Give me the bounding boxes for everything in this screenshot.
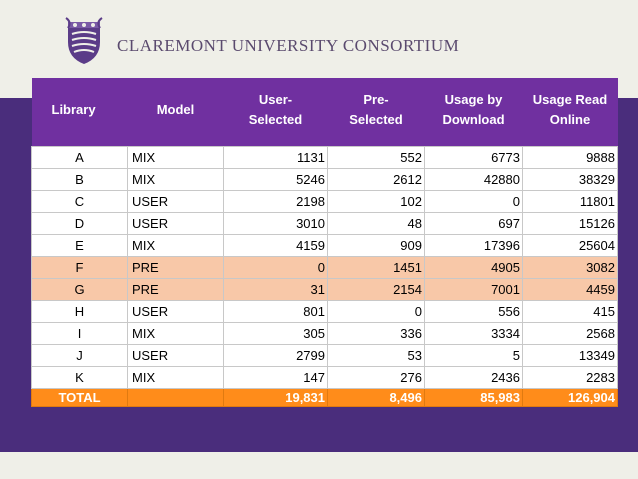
total-user-selected: 19,831 xyxy=(223,388,328,407)
cell-usage-online: 38329 xyxy=(522,168,618,191)
cell-library: D xyxy=(31,212,128,235)
cell-pre-selected: 276 xyxy=(327,366,425,389)
cell-model: USER xyxy=(127,300,224,323)
cell-library: J xyxy=(31,344,128,367)
cell-user-selected: 0 xyxy=(223,256,328,279)
total-pre-selected: 8,496 xyxy=(327,388,425,407)
cell-usage-online: 11801 xyxy=(522,190,618,213)
cell-library: H xyxy=(31,300,128,323)
cell-library: B xyxy=(31,168,128,191)
cell-pre-selected: 0 xyxy=(327,300,425,323)
total-usage-online: 126,904 xyxy=(522,388,618,407)
cell-pre-selected: 552 xyxy=(327,146,425,169)
usage-table-container: Library Model User- Selected Pre- Selected… xyxy=(31,78,618,407)
cell-model: MIX xyxy=(127,234,224,257)
cell-usage-download: 697 xyxy=(424,212,523,235)
total-model xyxy=(127,388,224,407)
table-row: J USER 2799 53 5 13349 xyxy=(31,344,618,367)
cell-usage-online: 13349 xyxy=(522,344,618,367)
cell-usage-download: 42880 xyxy=(424,168,523,191)
usage-table: Library Model User- Selected Pre- Selected… xyxy=(31,78,618,407)
cell-usage-download: 17396 xyxy=(424,234,523,257)
cell-pre-selected: 909 xyxy=(327,234,425,257)
cell-user-selected: 147 xyxy=(223,366,328,389)
header-model: Model xyxy=(127,78,224,142)
cell-user-selected: 31 xyxy=(223,278,328,301)
cell-pre-selected: 2154 xyxy=(327,278,425,301)
org-name: CLAREMONT UNIVERSITY CONSORTIUM xyxy=(117,36,460,55)
cell-usage-download: 2436 xyxy=(424,366,523,389)
header-pre-selected: Pre- Selected xyxy=(327,78,425,142)
cell-library: A xyxy=(31,146,128,169)
cell-pre-selected: 48 xyxy=(327,212,425,235)
cell-usage-download: 0 xyxy=(424,190,523,213)
header-usage-download: Usage by Download xyxy=(424,78,523,142)
table-row: F PRE 0 1451 4905 3082 xyxy=(31,256,618,279)
cell-user-selected: 1131 xyxy=(223,146,328,169)
cell-model: USER xyxy=(127,190,224,213)
consortium-shield-logo xyxy=(65,17,103,64)
cell-usage-online: 2568 xyxy=(522,322,618,345)
cell-usage-download: 5 xyxy=(424,344,523,367)
cell-user-selected: 2799 xyxy=(223,344,328,367)
cell-pre-selected: 1451 xyxy=(327,256,425,279)
table-row: B MIX 5246 2612 42880 38329 xyxy=(31,168,618,191)
header-user-selected: User- Selected xyxy=(223,78,328,142)
cell-usage-online: 3082 xyxy=(522,256,618,279)
cell-model: MIX xyxy=(127,366,224,389)
table-row: I MIX 305 336 3334 2568 xyxy=(31,322,618,345)
cell-user-selected: 5246 xyxy=(223,168,328,191)
cell-pre-selected: 2612 xyxy=(327,168,425,191)
cell-library: E xyxy=(31,234,128,257)
cell-model: MIX xyxy=(127,168,224,191)
cell-usage-download: 556 xyxy=(424,300,523,323)
table-row: D USER 3010 48 697 15126 xyxy=(31,212,618,235)
cell-usage-download: 6773 xyxy=(424,146,523,169)
cell-library: F xyxy=(31,256,128,279)
cell-model: MIX xyxy=(127,322,224,345)
table-row: E MIX 4159 909 17396 25604 xyxy=(31,234,618,257)
footer-strip xyxy=(0,452,638,479)
cell-user-selected: 2198 xyxy=(223,190,328,213)
cell-usage-download: 7001 xyxy=(424,278,523,301)
cell-user-selected: 801 xyxy=(223,300,328,323)
cell-model: USER xyxy=(127,344,224,367)
table-row: C USER 2198 102 0 11801 xyxy=(31,190,618,213)
cell-usage-online: 415 xyxy=(522,300,618,323)
header-library: Library xyxy=(31,78,128,142)
cell-usage-online: 2283 xyxy=(522,366,618,389)
cell-usage-online: 15126 xyxy=(522,212,618,235)
cell-model: PRE xyxy=(127,278,224,301)
cell-user-selected: 4159 xyxy=(223,234,328,257)
header-separator xyxy=(31,142,618,147)
cell-library: I xyxy=(31,322,128,345)
cell-library: K xyxy=(31,366,128,389)
header-usage-online: Usage Read Online xyxy=(522,78,618,142)
cell-usage-download: 4905 xyxy=(424,256,523,279)
cell-library: C xyxy=(31,190,128,213)
cell-usage-online: 4459 xyxy=(522,278,618,301)
cell-library: G xyxy=(31,278,128,301)
table-row: G PRE 31 2154 7001 4459 xyxy=(31,278,618,301)
table-row: K MIX 147 276 2436 2283 xyxy=(31,366,618,389)
table-row: A MIX 1131 552 6773 9888 xyxy=(31,146,618,169)
cell-user-selected: 3010 xyxy=(223,212,328,235)
total-usage-download: 85,983 xyxy=(424,388,523,407)
table-body: A MIX 1131 552 6773 9888 B MIX 5246 2612 42880 3832… xyxy=(31,142,618,407)
cell-usage-online: 9888 xyxy=(522,146,618,169)
total-label: TOTAL xyxy=(31,388,128,407)
total-row: TOTAL 19,831 8,496 85,983 126,904 xyxy=(31,388,618,407)
cell-usage-online: 25604 xyxy=(522,234,618,257)
cell-pre-selected: 53 xyxy=(327,344,425,367)
cell-model: PRE xyxy=(127,256,224,279)
table-row: H USER 801 0 556 415 xyxy=(31,300,618,323)
cell-pre-selected: 336 xyxy=(327,322,425,345)
cell-model: USER xyxy=(127,212,224,235)
cell-usage-download: 3334 xyxy=(424,322,523,345)
cell-user-selected: 305 xyxy=(223,322,328,345)
cell-model: MIX xyxy=(127,146,224,169)
table-header-row: Library Model User- Selected Pre- Selected… xyxy=(31,78,618,142)
cell-pre-selected: 102 xyxy=(327,190,425,213)
